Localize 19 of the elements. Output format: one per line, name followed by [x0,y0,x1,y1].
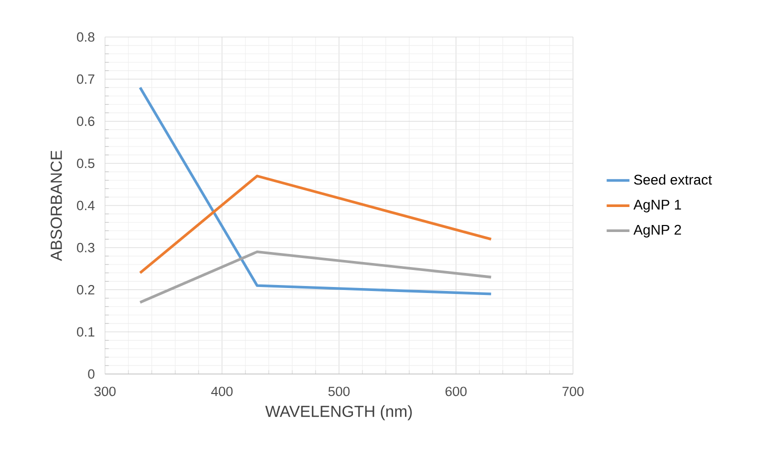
y-tick-label: 0.4 [76,200,95,210]
y-tick-label: 0.7 [76,74,94,84]
y-axis-title: ABSORBANCE [50,150,62,262]
y-tick-label: 0.3 [76,242,94,252]
x-tick-label: 500 [328,386,350,396]
x-axis-title: WAVELENGTH (nm) [265,405,412,420]
y-tick-label: 0.5 [76,158,94,168]
y-tick-label: 0 [88,369,94,379]
y-tick-label: 0.8 [76,32,94,42]
x-tick-label: 700 [562,386,584,396]
legend-label: AgNP 2 [633,224,681,238]
legend-label: Seed extract [634,174,712,185]
y-tick-label: 0.6 [76,116,94,126]
x-tick-label: 400 [211,386,233,396]
y-tick-label: 0.1 [76,327,94,337]
x-tick-label: 600 [446,386,467,396]
x-tick-label: 300 [94,386,116,396]
legend-label: AgNP 1 [633,200,681,212]
y-tick-label: 0.2 [76,285,94,294]
